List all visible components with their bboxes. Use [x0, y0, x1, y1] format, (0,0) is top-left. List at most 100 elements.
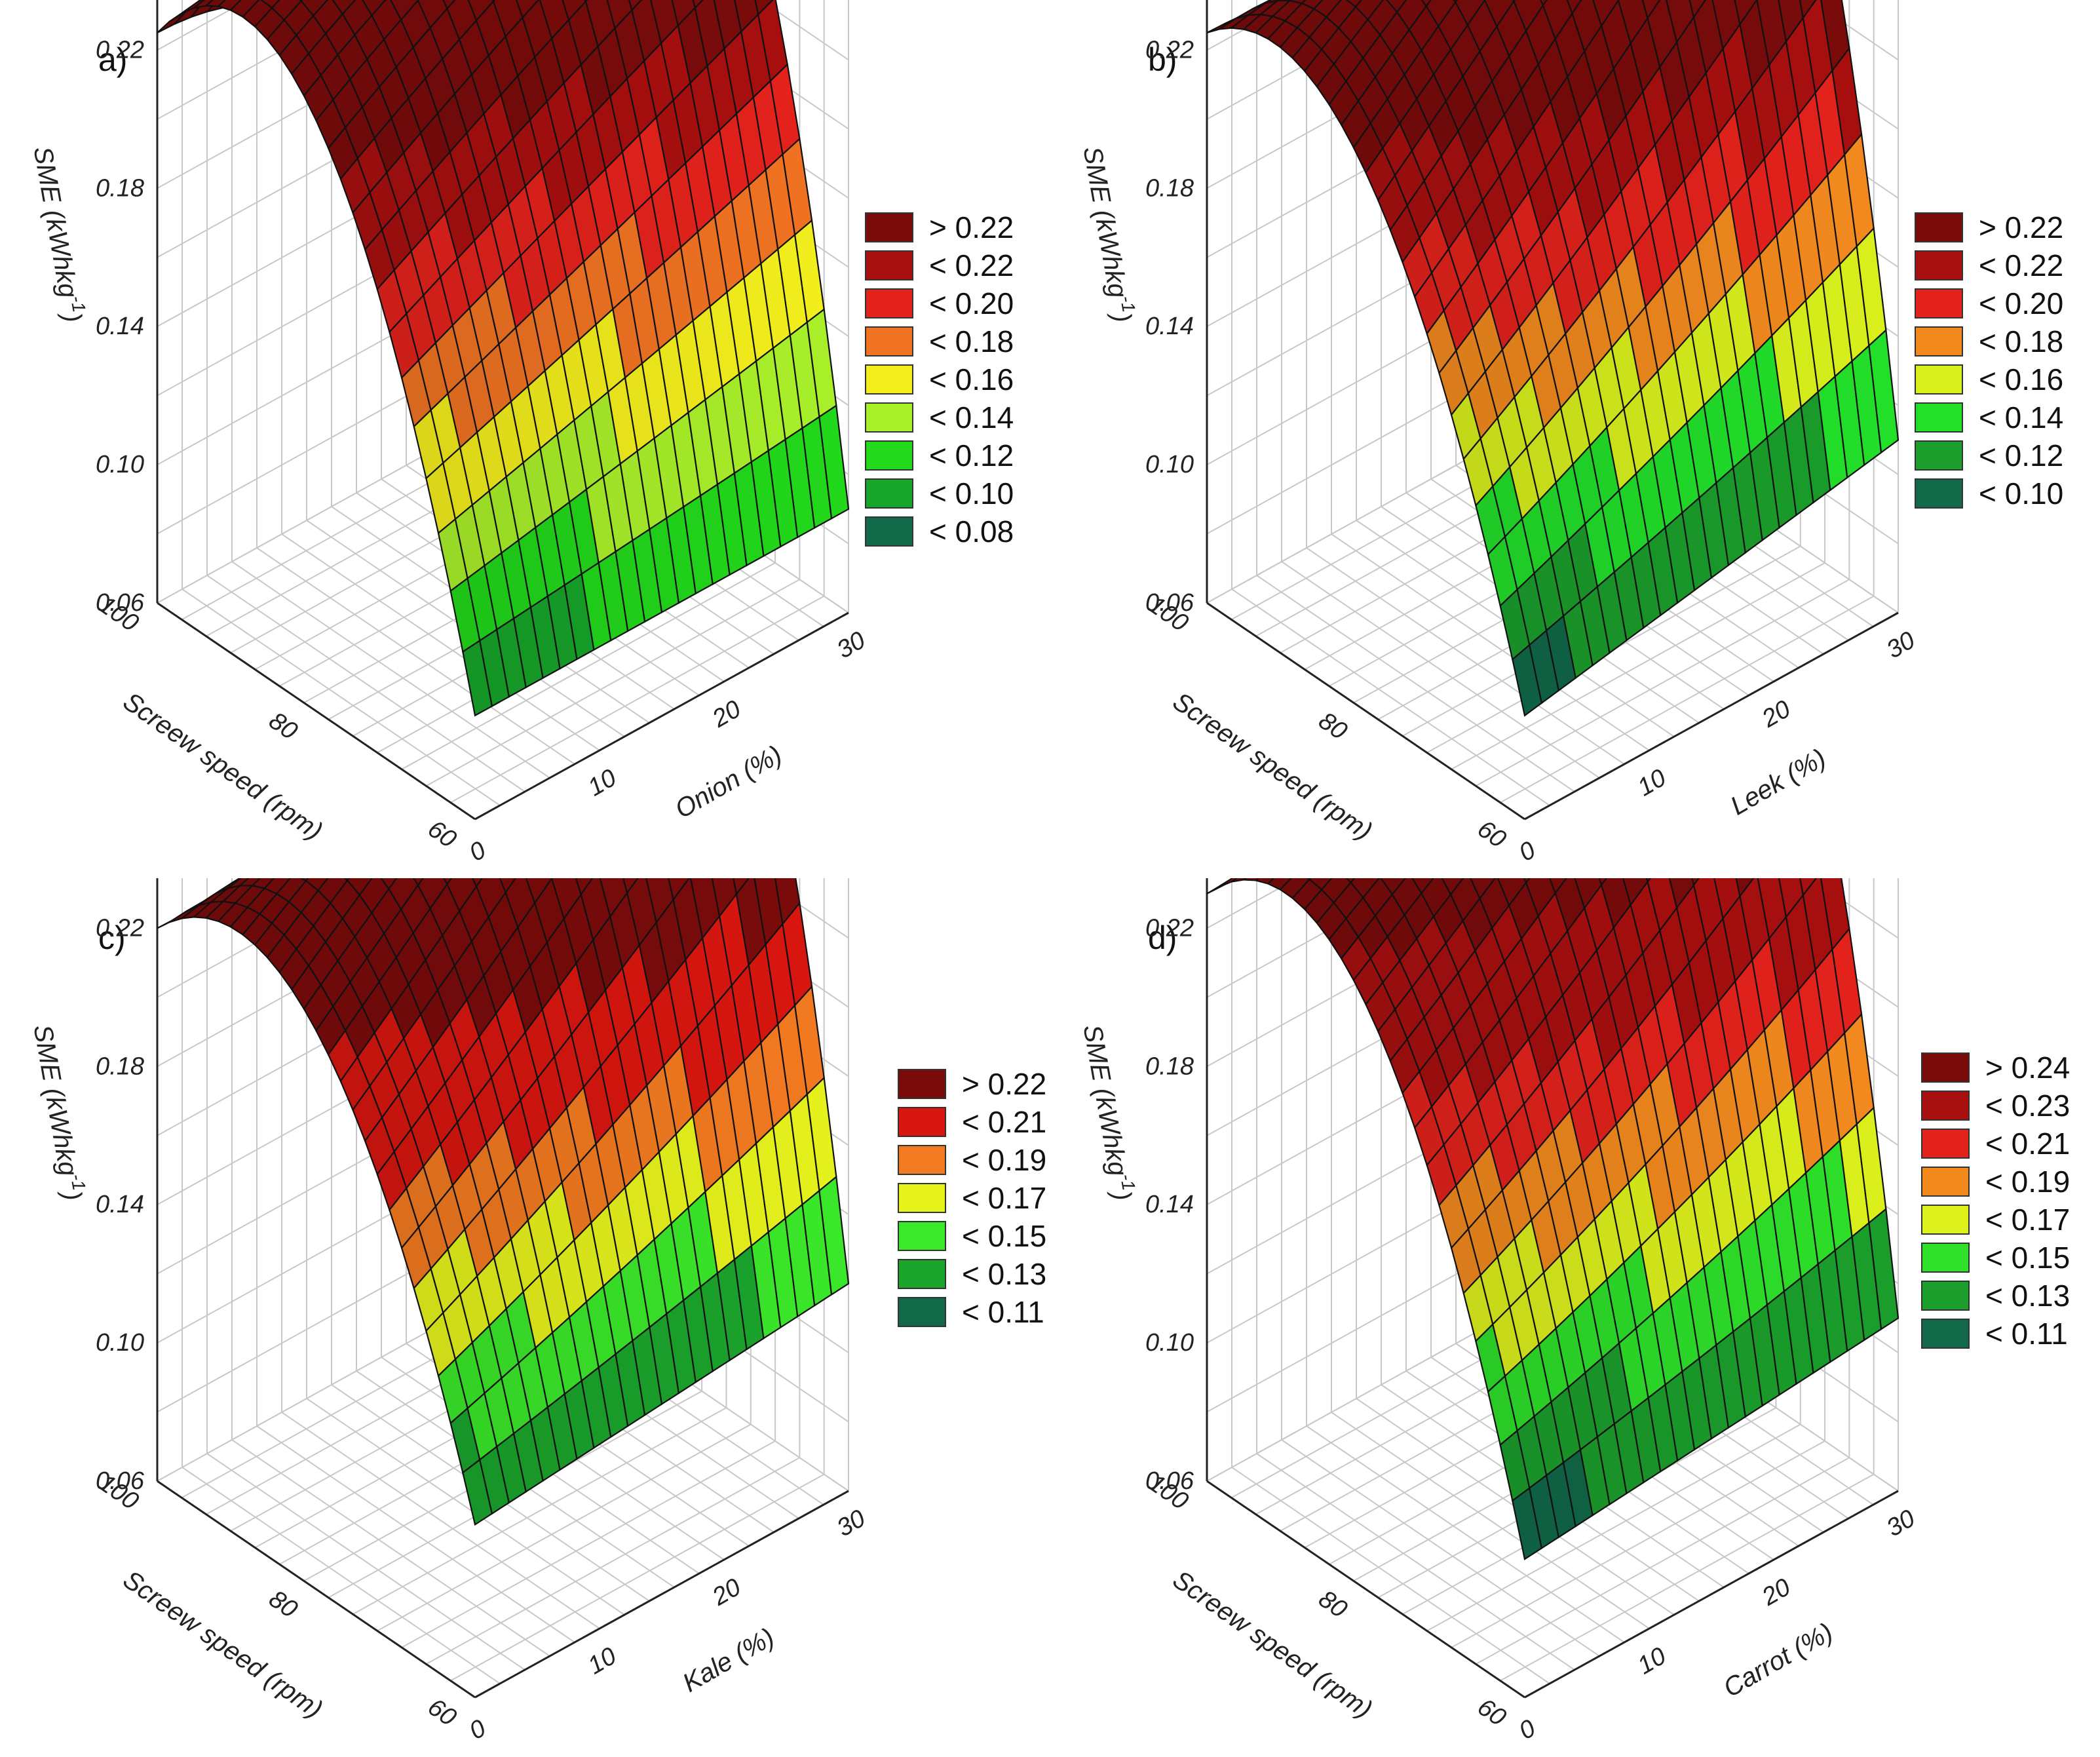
legend-label: < 0.11: [1985, 1317, 2068, 1351]
legend-swatch: [1915, 364, 1963, 395]
legend-entry: < 0.22: [1915, 246, 2063, 284]
surface-cell: [305, 878, 329, 892]
floor-grid-line: [425, 579, 800, 787]
legend-entry: > 0.22: [865, 208, 1014, 246]
chart-panel-b: b)0.060.100.140.180.220.2601020306080100…: [1050, 0, 2099, 878]
surface-cell: [1421, 0, 1432, 8]
legend-label: > 0.22: [962, 1067, 1047, 1101]
floor-grid-line: [1426, 1423, 1801, 1632]
legend-swatch: [865, 288, 913, 319]
legend-swatch: [865, 250, 913, 280]
surface-cell: [1386, 0, 1407, 14]
legend-swatch: [1915, 212, 1963, 242]
floor-grid-line: [1256, 1453, 1575, 1670]
legend-label: < 0.18: [929, 324, 1014, 358]
y-tick-label: 60: [423, 815, 461, 854]
legend-label: > 0.22: [929, 210, 1014, 244]
panel-letter: c): [98, 919, 126, 956]
floor-grid-line: [206, 575, 525, 792]
legend-entry: < 0.17: [1921, 1201, 2070, 1239]
z-tick-label: 0.10: [96, 1329, 144, 1357]
panel-letter: b): [1148, 41, 1177, 78]
floor-grid-line: [256, 547, 575, 765]
surface-cell: [238, 878, 261, 887]
floor-grid-line: [450, 1473, 825, 1682]
floor-grid-line: [1231, 589, 1550, 806]
legend-entry: > 0.22: [898, 1065, 1046, 1103]
x-tick-label: 30: [1882, 627, 1920, 665]
chart-panel-c: c)0.060.100.140.180.220.2601020306080100…: [0, 878, 1050, 1756]
floor-grid-line: [1451, 1440, 1825, 1648]
z-tick-label: 0.10: [1145, 1329, 1194, 1357]
floor-grid-line: [1306, 547, 1625, 765]
y-tick-label: 60: [1472, 1693, 1511, 1732]
surface-cell: [1242, 878, 1260, 881]
z-tick-label: 0.22: [96, 36, 144, 64]
z-tick-label: 0.14: [96, 1191, 144, 1218]
legend-label: > 0.24: [1985, 1051, 2071, 1085]
surface-cell: [1267, 878, 1293, 891]
floor-grid-line: [1331, 1412, 1650, 1629]
surface-cell: [1219, 878, 1238, 887]
legend-swatch: [865, 326, 913, 357]
floor-grid-line: [181, 589, 501, 806]
surface-cell: [217, 0, 242, 11]
legend-entry: < 0.10: [865, 474, 1014, 512]
x-tick-label: 20: [707, 695, 745, 733]
legend-entry: < 0.13: [1921, 1277, 2070, 1315]
surface: [157, 0, 850, 717]
legend-label: < 0.22: [1979, 248, 2064, 282]
floor-grid-line: [1281, 1439, 1600, 1657]
legend-entry: < 0.18: [1915, 322, 2063, 360]
legend-swatch: [898, 1297, 946, 1327]
panel-letter: d): [1148, 919, 1177, 956]
x-tick-label: 30: [1882, 1505, 1920, 1543]
y-axis-line: [1206, 602, 1525, 821]
x-tick-label: 0: [465, 836, 490, 867]
z-axis-title: SME (kWhkg-1): [28, 1022, 91, 1203]
y-axis-line: [1206, 1480, 1525, 1699]
legend-entry: < 0.15: [1921, 1239, 2070, 1277]
legend-swatch: [865, 212, 913, 242]
legend-swatch: [865, 440, 913, 471]
y-tick-label: 60: [423, 1693, 461, 1732]
z-tick-label: 0.10: [1145, 451, 1194, 478]
legend-label: < 0.10: [1979, 476, 2064, 511]
y-axis-title: Screew speed (rpm): [1168, 687, 1377, 846]
y-axis-line: [157, 1480, 476, 1699]
floor-grid-line: [1231, 1467, 1550, 1684]
z-tick-label: 0.06: [1145, 1467, 1194, 1495]
legend-entry: < 0.12: [865, 436, 1014, 474]
surface-cell: [204, 0, 227, 7]
z-tick-label: 0.14: [1145, 1191, 1194, 1218]
x-tick-label: 30: [832, 627, 870, 665]
legend-entry: < 0.16: [865, 360, 1014, 398]
z-tick-label: 0.06: [96, 589, 145, 617]
legend-label: < 0.22: [929, 248, 1014, 282]
legend-swatch: [1915, 288, 1963, 319]
legend-entry: < 0.18: [865, 322, 1014, 360]
legend-label: > 0.22: [1979, 210, 2064, 244]
z-axis-title: SME (kWhkg-1): [1078, 1022, 1141, 1203]
x-tick-label: 20: [1757, 1574, 1795, 1612]
z-tick-label: 0.06: [1145, 589, 1194, 617]
floor-grid-line: [256, 1425, 575, 1643]
legend-label: < 0.20: [1979, 286, 2064, 320]
y-axis-title: Screew speed (rpm): [1168, 1565, 1377, 1724]
legend: > 0.22 < 0.22 < 0.20 < 0.18 < 0.16 < 0.14 < 0.…: [865, 208, 1014, 550]
legend-swatch: [1915, 250, 1963, 280]
legend-label: < 0.21: [1985, 1127, 2071, 1161]
floor-grid-line: [1475, 579, 1850, 787]
legend-label: < 0.19: [962, 1143, 1047, 1177]
legend-entry: < 0.21: [1921, 1125, 2070, 1163]
legend-entry: < 0.19: [898, 1141, 1046, 1179]
side-grid-line: [759, 0, 849, 61]
legend-label: < 0.18: [1979, 324, 2064, 358]
z-tick-label: 0.10: [96, 451, 144, 478]
surface-cell: [227, 878, 250, 889]
legend-label: < 0.17: [962, 1181, 1047, 1215]
legend-label: < 0.15: [1985, 1241, 2071, 1275]
x-tick-label: 20: [1757, 695, 1795, 733]
floor-grid-line: [181, 1467, 501, 1684]
floor-grid-line: [352, 1407, 727, 1615]
